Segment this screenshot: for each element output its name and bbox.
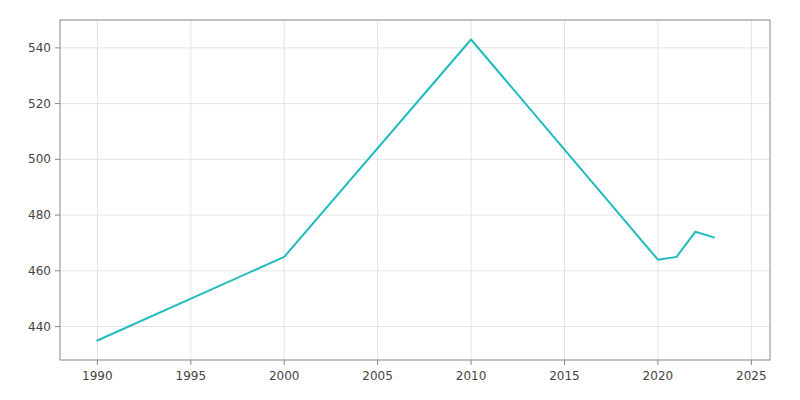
y-grid-line: [60, 270, 770, 271]
plot-area: [97, 40, 714, 341]
x-tick-label: 2015: [549, 369, 580, 383]
y-tick-label: 480: [28, 208, 51, 222]
x-tick-label: 2025: [736, 369, 767, 383]
x-grid-line: [657, 20, 658, 360]
x-tick: [377, 360, 378, 365]
y-tick-label: 440: [28, 320, 51, 334]
x-tick-label: 2020: [643, 369, 674, 383]
y-tick-label: 460: [28, 264, 51, 278]
y-tick: [55, 47, 60, 48]
y-tick: [55, 103, 60, 104]
x-grid-line: [97, 20, 98, 360]
y-grid-line: [60, 47, 770, 48]
y-tick-label: 500: [28, 152, 51, 166]
y-grid-line: [60, 215, 770, 216]
y-tick: [55, 215, 60, 216]
plot-frame: [60, 20, 770, 360]
x-tick-label: 2010: [456, 369, 487, 383]
y-tick-label: 540: [28, 41, 51, 55]
x-grid-line: [190, 20, 191, 360]
y-tick: [55, 159, 60, 160]
plot-background: [60, 20, 770, 360]
y-tick-label: 520: [28, 97, 51, 111]
chart: 1990 1995 2000 2005 2010 2015 2020 2025 440 460 48…: [0, 0, 800, 400]
x-tick: [190, 360, 191, 365]
x-tick-label: 2000: [269, 369, 300, 383]
x-tick: [284, 360, 285, 365]
x-tick: [564, 360, 565, 365]
grid: [55, 20, 770, 365]
x-tick: [97, 360, 98, 365]
line: [97, 40, 714, 341]
x-tick-label: 1995: [176, 369, 207, 383]
x-grid-line: [564, 20, 565, 360]
x-tick-label: 1990: [82, 369, 113, 383]
y-grid-line: [60, 159, 770, 160]
x-tick: [471, 360, 472, 365]
y-grid-line: [60, 326, 770, 327]
x-grid-line: [284, 20, 285, 360]
x-grid-line: [377, 20, 378, 360]
chart-container: 1990 1995 2000 2005 2010 2015 2020 2025 440 460 48…: [0, 0, 800, 400]
x-tick: [751, 360, 752, 365]
tick-labels: 1990 1995 2000 2005 2010 2015 2020 2025 440 460 48…: [28, 41, 766, 383]
y-tick: [55, 326, 60, 327]
y-tick: [55, 270, 60, 271]
x-grid-line: [471, 20, 472, 360]
x-tick: [657, 360, 658, 365]
x-grid-line: [751, 20, 752, 360]
x-tick-label: 2005: [362, 369, 393, 383]
